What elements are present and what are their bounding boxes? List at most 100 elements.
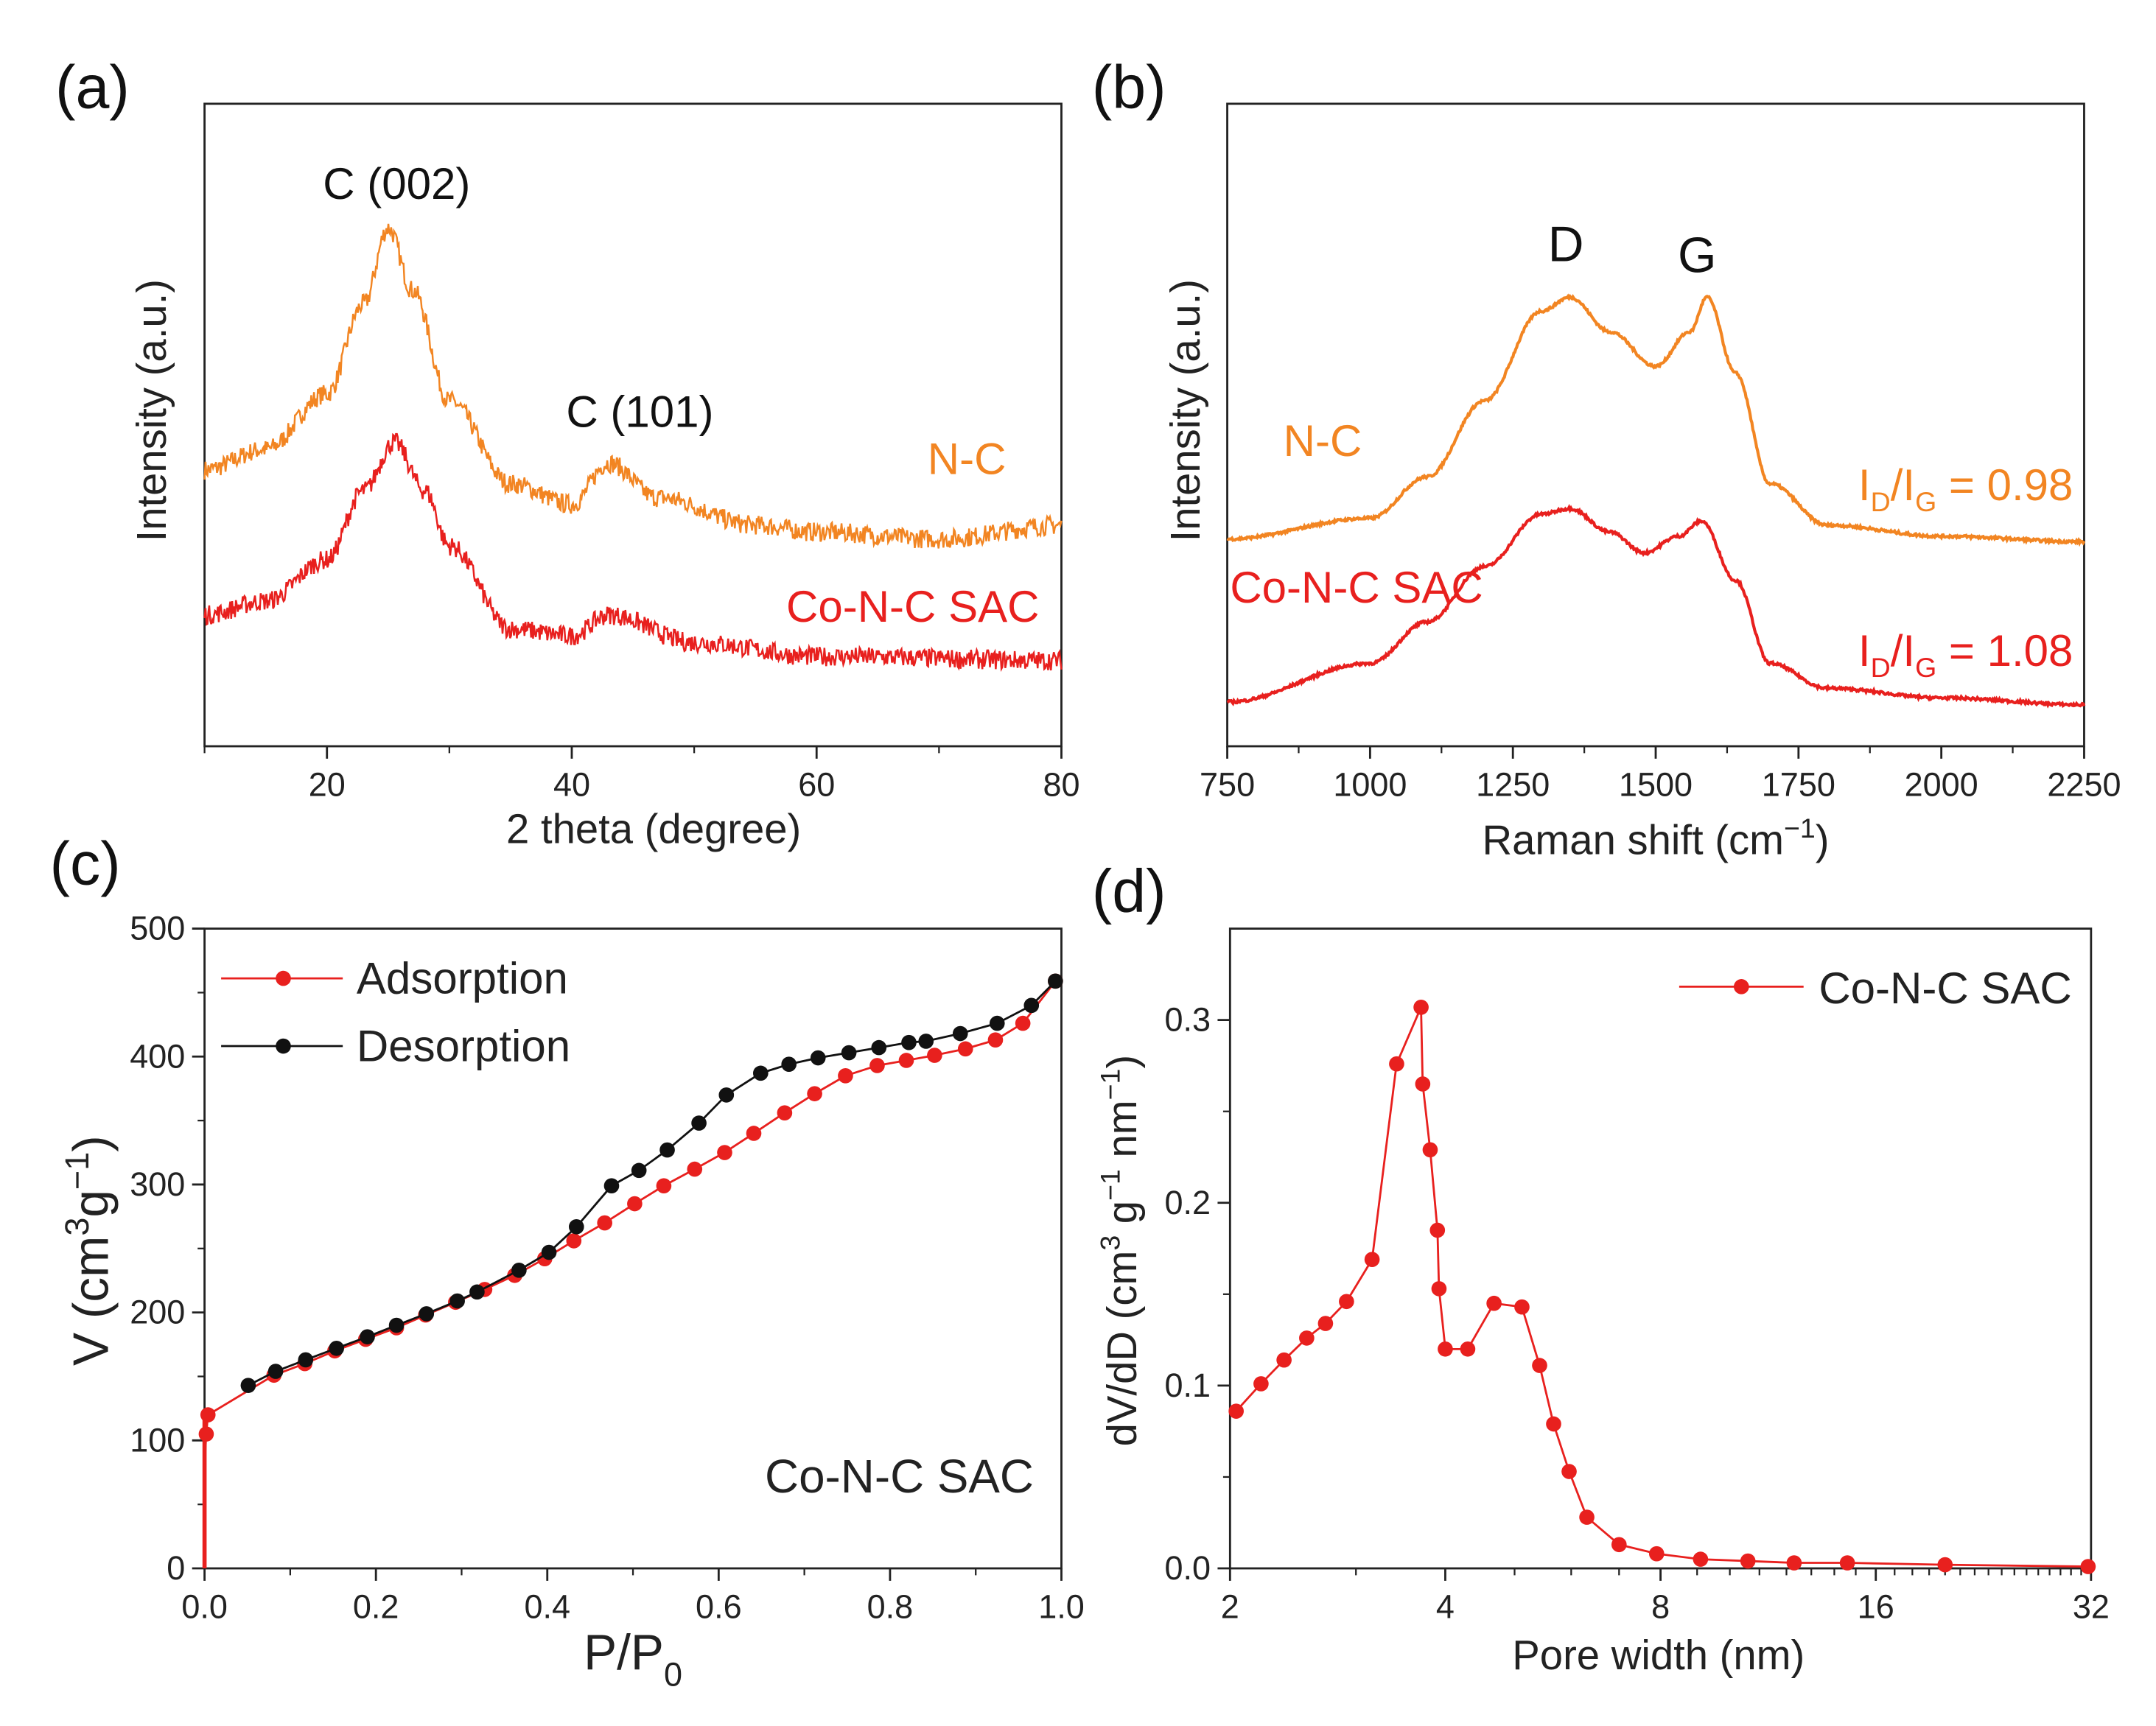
data-point-adsorption	[566, 1233, 582, 1249]
data-point-desorption	[267, 1364, 284, 1379]
x-tick-label: 2	[1221, 1588, 1239, 1626]
data-point-desorption	[841, 1045, 857, 1061]
x-tick-label: 0.2	[353, 1588, 399, 1626]
series-line-desorption	[248, 980, 1057, 1386]
data-point-adsorption	[957, 1041, 973, 1057]
data-point-co-n-c-sac	[1228, 1403, 1244, 1419]
data-point-desorption	[718, 1087, 735, 1103]
x-tick-label: 1.0	[1038, 1588, 1085, 1626]
panel-d: 2 4 8 16 32 0.0 0.1 0.2 0.3	[1164, 927, 2110, 1626]
x-axis-title-c: P/P0	[584, 1625, 682, 1694]
y-tick-label: 0.1	[1164, 1367, 1211, 1404]
legend-marker-adsorption	[276, 970, 291, 986]
series-line-n-c	[1226, 293, 2086, 547]
y-tick-label: 0	[167, 1549, 185, 1587]
data-point-co-n-c-sac	[1276, 1352, 1292, 1368]
x-tick-label: 0.6	[696, 1588, 742, 1626]
y-tick-label: 0.2	[1164, 1184, 1211, 1221]
x-tick-label: 2000	[1905, 766, 1978, 804]
data-point-desorption	[752, 1065, 769, 1081]
data-point-co-n-c-sac	[1579, 1509, 1595, 1525]
data-point-co-n-c-sac	[1413, 999, 1429, 1015]
y-tick-label: 0.3	[1164, 1001, 1211, 1039]
legend-c: Adsorption Desorption	[221, 954, 570, 1071]
data-point-adsorption	[898, 1053, 914, 1068]
data-point-co-n-c-sac	[1514, 1299, 1530, 1315]
y-tick-label: 200	[130, 1294, 185, 1331]
data-point-desorption	[691, 1115, 707, 1131]
id-ig-ratio-conc: ID/IG = 1.08	[1858, 626, 2073, 683]
data-point-co-n-c-sac	[1317, 1316, 1334, 1331]
peak-label-c002: C (002)	[323, 159, 470, 208]
data-point-desorption	[603, 1178, 620, 1194]
data-point-desorption	[1048, 973, 1063, 989]
data-point-co-n-c-sac	[1431, 1281, 1447, 1297]
data-point-adsorption	[807, 1086, 822, 1101]
data-point-desorption	[781, 1056, 797, 1073]
data-point-co-n-c-sac	[1648, 1546, 1665, 1562]
peak-label-d: D	[1548, 217, 1584, 273]
data-point-adsorption	[746, 1126, 762, 1141]
x-tick-label: 8	[1651, 1588, 1670, 1626]
x-tick-label: 40	[553, 766, 590, 804]
data-point-co-n-c-sac	[1786, 1555, 1802, 1571]
data-point-co-n-c-sac	[1460, 1341, 1476, 1357]
legend-label-adsorption: Adsorption	[357, 954, 568, 1003]
plot-frame-a	[203, 102, 1063, 748]
data-point-co-n-c-sac	[1693, 1551, 1709, 1567]
data-point-desorption	[918, 1034, 934, 1049]
data-point-adsorption	[777, 1105, 793, 1121]
y-tick-label: 500	[130, 910, 185, 947]
data-point-desorption	[511, 1263, 527, 1278]
y-tick-label: 400	[130, 1037, 185, 1075]
data-point-co-n-c-sac	[1299, 1330, 1315, 1346]
legend-d: Co-N-C SAC	[1679, 964, 2072, 1013]
series-label-conc-raman: Co-N-C SAC	[1230, 563, 1483, 612]
series-label-nc: N-C	[928, 435, 1007, 484]
x-tick-label: 0.4	[524, 1588, 570, 1626]
data-point-adsorption	[597, 1215, 612, 1231]
data-point-desorption	[240, 1378, 256, 1393]
panel-c: 0.0 0.2 0.4 0.6 0.8 1.0 0 100 200 300 400 500	[130, 910, 1085, 1626]
data-point-desorption	[871, 1039, 887, 1056]
series-label-conc: Co-N-C SAC	[786, 582, 1039, 631]
data-point-co-n-c-sac	[1486, 1295, 1502, 1311]
data-point-desorption	[469, 1284, 485, 1300]
data-point-co-n-c-sac	[1561, 1464, 1577, 1479]
y-axis-title-d: dV/dD (cm3 g−1 nm−1)	[1094, 1055, 1145, 1447]
data-point-co-n-c-sac	[1253, 1376, 1269, 1392]
panel-a-label: (a)	[55, 53, 130, 121]
x-tick-label: 0.8	[867, 1588, 914, 1626]
data-point-desorption	[388, 1317, 405, 1333]
legend-marker-desorption	[276, 1038, 291, 1054]
legend-label-desorption: Desorption	[357, 1022, 570, 1071]
data-point-co-n-c-sac	[1339, 1294, 1354, 1310]
data-point-adsorption	[717, 1145, 732, 1160]
data-point-co-n-c-sac	[1839, 1555, 1855, 1571]
data-point-co-n-c-sac	[1429, 1222, 1446, 1238]
x-tick-label: 1250	[1476, 766, 1550, 804]
x-tick-label: 32	[2073, 1588, 2110, 1626]
panel-a: 20 40 60 80	[203, 102, 1080, 804]
data-point-co-n-c-sac	[1937, 1557, 1953, 1573]
x-tick-label: 1000	[1333, 766, 1407, 804]
data-point-desorption	[360, 1329, 375, 1344]
data-point-adsorption	[927, 1048, 942, 1063]
series-line-co-n-c-sac	[203, 432, 1063, 673]
data-point-co-n-c-sac	[1364, 1252, 1380, 1268]
data-point-desorption	[952, 1025, 968, 1042]
data-point-desorption	[901, 1034, 917, 1050]
x-tick-label: 80	[1043, 766, 1079, 804]
panel-c-label: (c)	[50, 830, 121, 898]
y-axis-title-c: V (cm3g−1)	[58, 1135, 119, 1366]
x-axis-title-d: Pore width (nm)	[1512, 1632, 1805, 1678]
x-tick-label: 2250	[2047, 766, 2121, 804]
panel-d-label: (d)	[1092, 857, 1166, 925]
x-tick-label: 60	[798, 766, 835, 804]
peak-label-g: G	[1678, 228, 1717, 284]
data-point-co-n-c-sac	[1546, 1416, 1561, 1432]
data-point-desorption	[449, 1293, 465, 1309]
id-ig-ratio-nc: ID/IG = 0.98	[1858, 460, 2073, 517]
y-tick-label: 0.0	[1164, 1549, 1211, 1587]
